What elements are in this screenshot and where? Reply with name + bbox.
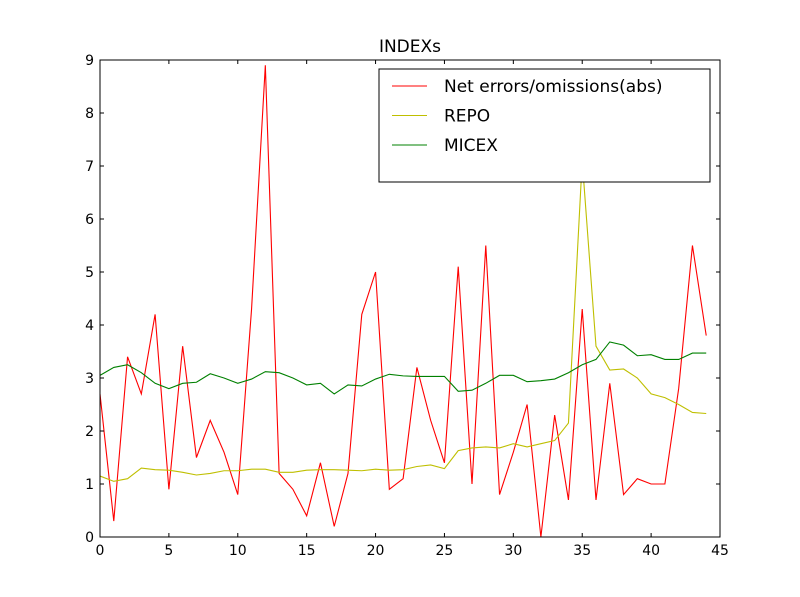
x-tick-label: 35 — [573, 543, 591, 559]
legend: Net errors/omissions(abs) REPO MICEX — [378, 68, 711, 183]
series-layer — [99, 65, 707, 538]
x-tick-label: 10 — [229, 543, 247, 559]
y-tick-label: 0 — [85, 530, 94, 546]
x-tick-label: 15 — [298, 543, 316, 559]
x-tick-label: 5 — [164, 543, 173, 559]
x-tick-label: 20 — [367, 543, 385, 559]
x-tick-label: 40 — [642, 543, 660, 559]
y-tick-label: 9 — [85, 53, 94, 69]
y-tick-label: 1 — [85, 477, 94, 493]
y-tick-label: 5 — [85, 265, 94, 281]
y-tick-label: 3 — [85, 371, 94, 387]
series-line-2 — [99, 341, 707, 395]
x-tick-label: 30 — [504, 543, 522, 559]
chart-title: INDEXs — [379, 37, 441, 57]
y-tick-label: 7 — [85, 159, 94, 175]
series-line-0 — [99, 65, 707, 538]
series-line-1 — [99, 160, 707, 482]
plot-area-frame — [99, 59, 721, 538]
y-tick-label: 8 — [85, 106, 94, 122]
x-tick-label: 45 — [711, 543, 729, 559]
y-tick-label: 2 — [85, 424, 94, 440]
legend-label-1: REPO — [444, 107, 490, 127]
y-tick-label: 6 — [85, 212, 94, 228]
x-tick-label: 25 — [436, 543, 454, 559]
legend-label-2: MICEX — [444, 136, 498, 156]
x-tick-label: 0 — [96, 543, 105, 559]
legend-label-0: Net errors/omissions(abs) — [444, 77, 662, 97]
y-tick-label: 4 — [85, 318, 94, 334]
legend-box — [378, 68, 711, 183]
